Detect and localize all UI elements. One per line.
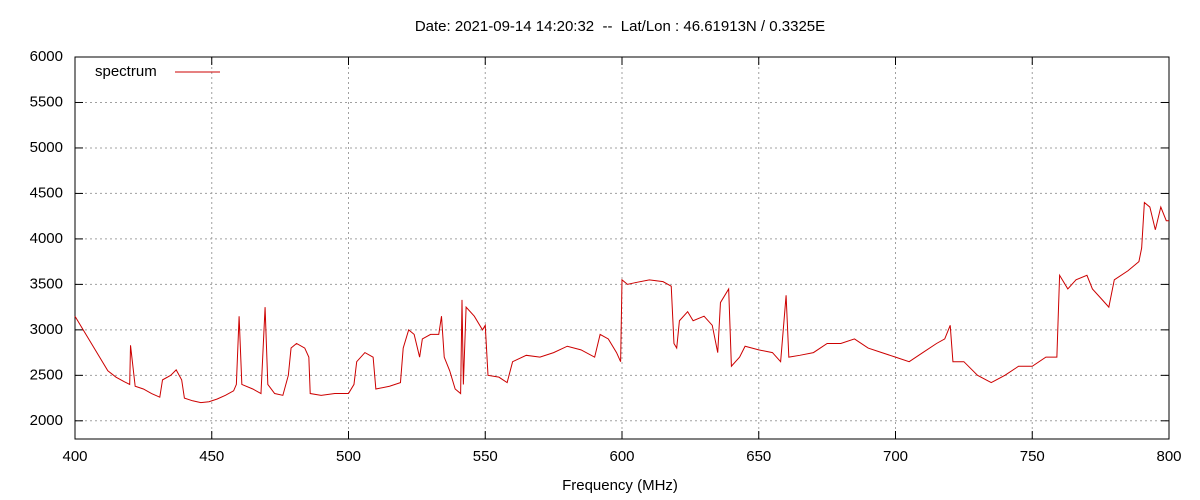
x-tick-label: 550 <box>473 448 498 465</box>
x-tick-label: 650 <box>746 448 771 465</box>
plot-frame <box>74 56 1170 440</box>
x-tick-label: 800 <box>1156 448 1181 465</box>
y-tick-label: 2000 <box>30 412 63 429</box>
y-tick-label: 3500 <box>30 275 63 292</box>
y-tick-label: 6000 <box>30 48 63 65</box>
x-tick-label: 500 <box>336 448 361 465</box>
y-tick-label: 4500 <box>30 184 63 201</box>
y-tick-label: 2500 <box>30 366 63 383</box>
x-tick-label: 700 <box>883 448 908 465</box>
legend-label: spectrum <box>95 63 157 80</box>
y-tick-label: 5500 <box>30 93 63 110</box>
x-tick-label: 600 <box>609 448 634 465</box>
y-tick-label: 5000 <box>30 139 63 156</box>
y-tick-label: 3000 <box>30 321 63 338</box>
y-tick-label: 4000 <box>30 230 63 247</box>
x-tick-label: 450 <box>199 448 224 465</box>
chart-title: Date: 2021-09-14 14:20:32 -- Lat/Lon : 4… <box>415 18 825 35</box>
x-tick-label: 400 <box>62 448 87 465</box>
x-tick-label: 750 <box>1020 448 1045 465</box>
x-axis-label: Frequency (MHz) <box>562 477 678 494</box>
spectrum-line <box>74 201 1169 404</box>
